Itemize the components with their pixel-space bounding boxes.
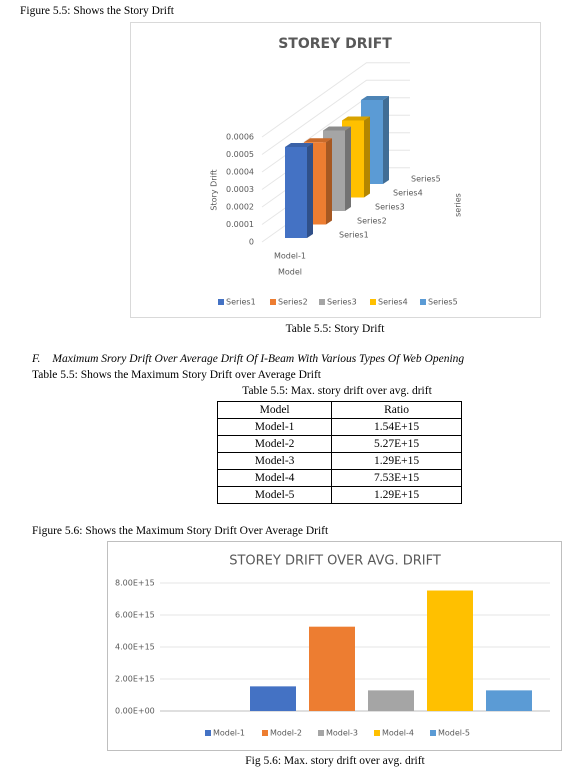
table-row: Model-1 1.54E+15 <box>216 418 462 436</box>
table-cell: Model-5 <box>216 486 333 504</box>
table: Model Ratio Model-1 1.54E+15 Model-2 5.27E+15… <box>216 401 462 504</box>
table-cell: 5.27E+15 <box>331 435 462 453</box>
legend-swatch <box>430 730 436 736</box>
bar <box>427 590 473 711</box>
legend-label: Series3 <box>327 298 357 307</box>
table-cell: Model-1 <box>216 418 333 436</box>
section-title: Maximum Srory Drift Over Average Drift O… <box>52 353 465 365</box>
bar-top <box>342 116 370 121</box>
table-row: Model-4 7.53E+15 <box>216 469 462 487</box>
bar <box>368 690 414 711</box>
table-row: Model-5 1.29E+15 <box>216 486 462 504</box>
table-header-row: Model Ratio <box>216 401 462 419</box>
table-caption: Table 5.5: Max. story drift over avg. dr… <box>242 385 432 397</box>
bar <box>285 147 307 238</box>
figure-caption: Figure 5.5: Shows the Story Drift <box>20 5 174 17</box>
legend-swatch <box>262 730 268 736</box>
z-axis-title: series <box>454 193 463 217</box>
legend-swatch <box>370 299 376 305</box>
z-tick-label: Series1 <box>339 231 369 240</box>
legend-swatch <box>374 730 380 736</box>
x-axis-title: Model <box>278 268 302 277</box>
chart-title: STOREY DRIFT <box>278 36 392 52</box>
bar-top <box>285 143 313 147</box>
figure-label: Fig 5.6: Max. story drift over avg. drif… <box>245 755 425 767</box>
table-cell: 1.29E+15 <box>331 486 462 504</box>
legend-label: Model-1 <box>213 729 245 738</box>
bar-side <box>364 116 370 198</box>
section-number: F. <box>32 353 41 365</box>
bar-side <box>383 96 389 184</box>
legend-label: Model-3 <box>326 729 358 738</box>
bar-side <box>345 126 351 211</box>
y-tick-label: 0.0002 <box>226 203 254 212</box>
header-cell: Model <box>216 401 333 419</box>
section-heading: F. Maximum Srory Drift Over Average Drift… <box>32 353 464 365</box>
z-tick-label: Series5 <box>411 175 441 184</box>
y-tick-label: 4.00E+15 <box>115 643 155 652</box>
table-row: Model-2 5.27E+15 <box>216 435 462 453</box>
table-row: Model-3 1.29E+15 <box>216 452 462 470</box>
bar <box>486 690 532 711</box>
table-cell: Model-3 <box>216 452 333 470</box>
y-tick-label: 0.0005 <box>226 150 254 159</box>
bar-top <box>361 96 389 100</box>
y-tick-label: 0.0004 <box>226 168 254 177</box>
x-tick-label: Model-1 <box>274 252 306 261</box>
y-tick-label: 2.00E+15 <box>115 675 155 684</box>
y-tick-label: 0.0003 <box>226 185 254 194</box>
bar-side <box>307 143 313 238</box>
legend-label: Model-4 <box>382 729 414 738</box>
y-tick-label: 0 <box>249 238 254 247</box>
bar <box>309 626 355 711</box>
legend-label: Series5 <box>428 298 458 307</box>
table-cell: Model-4 <box>216 469 333 487</box>
z-tick-label: Series4 <box>393 189 423 198</box>
table-cell: Model-2 <box>216 435 333 453</box>
legend-swatch <box>270 299 276 305</box>
legend-label: Model-2 <box>270 729 302 738</box>
chart: STOREY DRIFT OVER AVG. DRIFT 0.00E+00 2.00… <box>107 541 562 751</box>
legend-label: Series4 <box>378 298 408 307</box>
legend-swatch <box>218 299 224 305</box>
z-tick-label: Series3 <box>375 203 405 212</box>
y-tick-label: 6.00E+15 <box>115 611 155 620</box>
table-cell: 1.29E+15 <box>331 452 462 470</box>
bar-top <box>323 126 351 131</box>
legend-swatch <box>420 299 426 305</box>
table-cell: 7.53E+15 <box>331 469 462 487</box>
legend-label: Series1 <box>226 298 256 307</box>
chart-caption: Table 5.5: Story Drift <box>285 323 385 335</box>
table-intro: Table 5.5: Shows the Maximum Story Drift… <box>32 369 321 381</box>
grid-line <box>261 62 410 138</box>
y-axis-title: Story Drift <box>210 169 219 210</box>
legend-label: Series2 <box>278 298 308 307</box>
legend-swatch <box>318 730 324 736</box>
y-tick-label: 8.00E+15 <box>115 579 155 588</box>
legend-label: Model-5 <box>438 729 470 738</box>
legend-swatch <box>319 299 325 305</box>
chart-title: STOREY DRIFT OVER AVG. DRIFT <box>229 554 441 569</box>
y-tick-label: 0.0006 <box>226 133 254 142</box>
chart: STOREY DRIFT 0 0.0001 0.0002 0.0003 0.0004 0.0… <box>130 22 541 318</box>
bar-top <box>304 138 332 143</box>
figure-caption: Figure 5.6: Shows the Maximum Story Drif… <box>32 525 329 537</box>
y-tick-label: 0.00E+00 <box>115 707 155 716</box>
y-tick-label: 0.0001 <box>226 220 254 229</box>
table-cell: 1.54E+15 <box>331 418 462 436</box>
bar <box>250 686 296 711</box>
z-tick-label: Series2 <box>357 217 387 226</box>
header-cell: Ratio <box>331 401 462 419</box>
grid-line <box>261 79 410 155</box>
legend-swatch <box>205 730 211 736</box>
bar-side <box>326 138 332 225</box>
